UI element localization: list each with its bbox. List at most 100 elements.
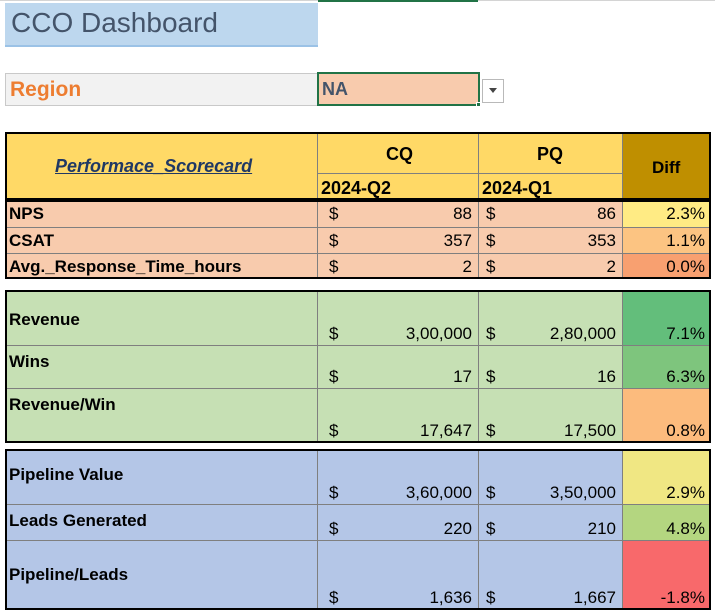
pq-header-cell[interactable]: PQ [479,132,623,174]
pq-value: 210 [587,519,616,538]
metric-label-cell[interactable]: Pipeline/Leads [5,541,318,610]
metric-label-cell[interactable]: Pipeline Value [5,449,318,505]
metric-label-cell[interactable]: Revenue/Win [5,389,318,443]
metric-label-cell[interactable]: Avg._Response_Time_hours [5,254,318,279]
currency-symbol: $ [329,483,339,502]
metric-label: NPS [9,204,44,223]
pq-value-cell[interactable]: $86 [479,200,623,228]
pq-header: PQ [537,144,564,164]
cq-value-cell[interactable]: $2 [318,254,479,279]
currency-symbol: $ [329,588,339,607]
metric-label: CSAT [9,231,55,250]
region-select-cell[interactable]: NA [317,72,480,106]
currency-symbol: $ [329,519,339,538]
cq-header: CQ [386,144,413,164]
diff-value-cell[interactable]: 0.8% [623,389,711,443]
cq-value: 2 [462,257,472,276]
metric-label: Revenue [9,310,80,329]
diff-value-cell[interactable]: 6.3% [623,346,711,389]
pq-value-cell[interactable]: $16 [479,346,623,389]
diff-header: Diff [652,158,681,177]
pq-value: 1,667 [573,588,616,607]
metric-label: Pipeline Value [9,465,124,484]
metric-label-cell[interactable]: Wins [5,346,318,389]
diff-value: 6.3% [666,367,705,386]
pq-value-cell[interactable]: $2,80,000 [479,290,623,346]
cq-value-cell[interactable]: $88 [318,200,479,228]
cq-value-cell[interactable]: $3,00,000 [318,290,479,346]
grid-top-border [0,0,715,3]
diff-value: 0.0% [666,257,705,276]
cq-header-cell[interactable]: CQ [318,132,479,174]
currency-symbol: $ [329,231,339,250]
metric-label-cell[interactable]: NPS [5,200,318,228]
diff-value-cell[interactable]: 2.9% [623,449,711,505]
cq-value-cell[interactable]: $1,636 [318,541,479,610]
pq-value: 16 [597,367,616,386]
currency-symbol: $ [486,367,496,386]
currency-symbol: $ [486,588,496,607]
currency-symbol: $ [329,204,339,223]
pq-value-cell[interactable]: $3,50,000 [479,449,623,505]
diff-value-cell[interactable]: -1.8% [623,541,711,610]
diff-value-cell[interactable]: 0.0% [623,254,711,279]
metric-label: Wins [9,352,50,371]
currency-symbol: $ [486,483,496,502]
pq-value: 353 [587,231,616,250]
metric-label-cell[interactable]: Revenue [5,290,318,346]
pq-period-cell[interactable]: 2024-Q1 [479,174,623,200]
metric-label-cell[interactable]: CSAT [5,228,318,254]
region-dropdown-button[interactable] [482,79,504,103]
currency-symbol: $ [329,421,339,440]
diff-value: 0.8% [666,421,705,440]
pq-value: 3,50,000 [549,483,616,502]
metric-label: Revenue/Win [9,395,116,414]
pq-value: 2,80,000 [549,324,616,343]
cq-value: 17 [453,367,472,386]
column-selection-indicator [318,0,478,2]
diff-value: 4.8% [666,519,705,538]
cq-value-cell[interactable]: $17 [318,346,479,389]
scorecard-title-cell[interactable]: Performace_Scorecard [5,132,318,200]
cq-value-cell[interactable]: $357 [318,228,479,254]
pq-value-cell[interactable]: $353 [479,228,623,254]
currency-symbol: $ [486,257,496,276]
currency-symbol: $ [329,257,339,276]
dashboard-title: CCO Dashboard [5,3,318,47]
pq-value: 2 [606,257,616,276]
cq-value: 1,636 [429,588,472,607]
diff-value-cell[interactable]: 1.1% [623,228,711,254]
diff-value: -1.8% [660,588,705,607]
cq-value-cell[interactable]: $17,647 [318,389,479,443]
diff-header-cell[interactable]: Diff [623,132,711,200]
cq-value: 357 [443,231,472,250]
pq-value-cell[interactable]: $1,667 [479,541,623,610]
cq-value-cell[interactable]: $220 [318,505,479,541]
cq-value: 3,00,000 [405,324,472,343]
pq-value-cell[interactable]: $210 [479,505,623,541]
metric-label: Pipeline/Leads [9,565,129,584]
cq-value-cell[interactable]: $3,60,000 [318,449,479,505]
currency-symbol: $ [486,519,496,538]
currency-symbol: $ [486,421,496,440]
currency-symbol: $ [486,324,496,343]
region-label: Region [5,73,318,106]
diff-value-cell[interactable]: 7.1% [623,290,711,346]
diff-value: 2.9% [666,483,705,502]
metric-label: Avg._Response_Time_hours [9,257,242,276]
currency-symbol: $ [486,231,496,250]
diff-value-cell[interactable]: 4.8% [623,505,711,541]
pq-period: 2024-Q1 [482,178,553,198]
fill-handle[interactable] [476,102,481,107]
cq-period-cell[interactable]: 2024-Q2 [318,174,479,200]
diff-value: 7.1% [666,324,705,343]
cq-value: 220 [443,519,472,538]
metric-label: Leads Generated [9,511,147,530]
diff-value: 1.1% [666,231,705,250]
diff-value-cell[interactable]: 2.3% [623,200,711,228]
pq-value-cell[interactable]: $2 [479,254,623,279]
cq-value: 88 [453,204,472,223]
metric-label-cell[interactable]: Leads Generated [5,505,318,541]
pq-value-cell[interactable]: $17,500 [479,389,623,443]
cq-period: 2024-Q2 [321,178,392,198]
